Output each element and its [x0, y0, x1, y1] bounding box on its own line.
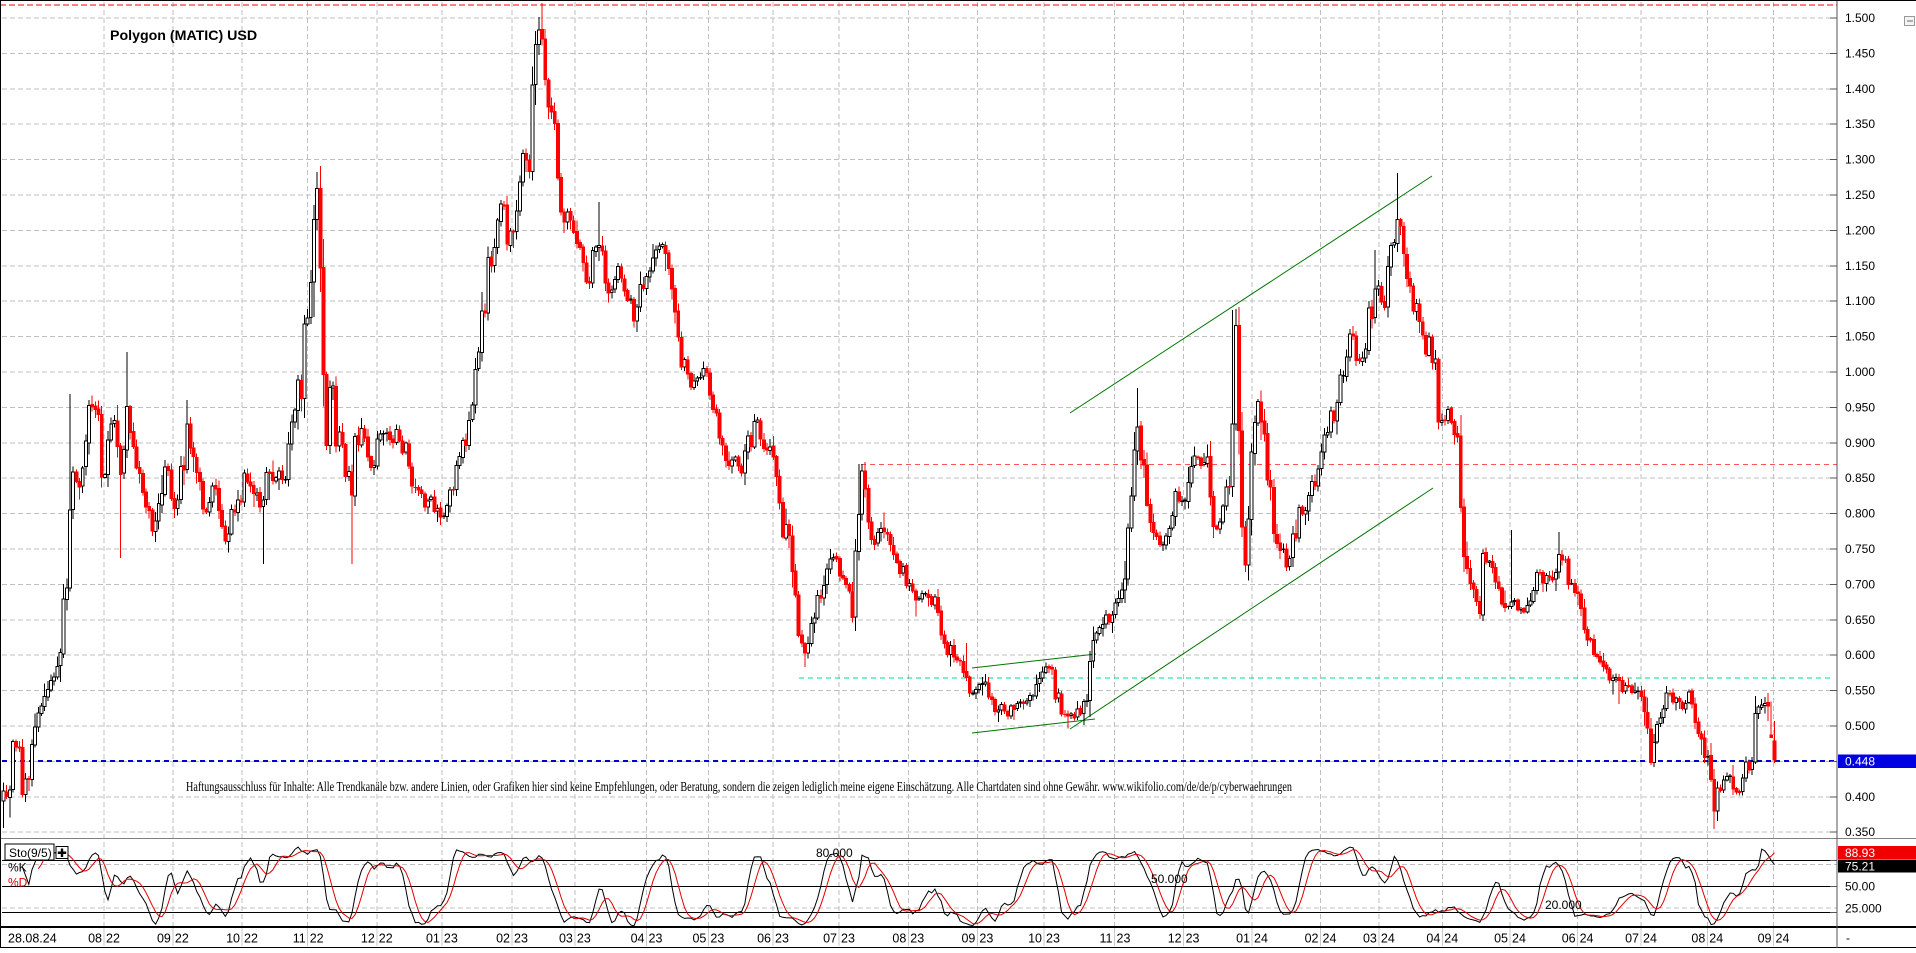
svg-text:0.750: 0.750 [1845, 542, 1875, 556]
svg-text:1.150: 1.150 [1845, 259, 1875, 273]
svg-text:23: 23 [1186, 932, 1200, 946]
svg-text:23: 23 [577, 932, 591, 946]
svg-text:50.000: 50.000 [1151, 872, 1188, 886]
svg-text:Haftungsausschluss für Inhalte: Haftungsausschluss für Inhalte: Alle Tre… [186, 779, 1292, 794]
svg-text:%K: %K [8, 861, 27, 875]
svg-text:20.000: 20.000 [1545, 898, 1582, 912]
svg-text:01: 01 [1236, 932, 1250, 946]
svg-text:22: 22 [379, 932, 393, 946]
svg-text:25.000: 25.000 [1845, 902, 1882, 916]
svg-text:0.850: 0.850 [1845, 471, 1875, 485]
svg-text:Polygon (MATIC) USD: Polygon (MATIC) USD [110, 28, 257, 44]
svg-text:24: 24 [1381, 932, 1395, 946]
svg-text:1.050: 1.050 [1845, 330, 1875, 344]
svg-text:0.550: 0.550 [1845, 684, 1875, 698]
svg-text:1.250: 1.250 [1845, 188, 1875, 202]
svg-text:1.350: 1.350 [1845, 117, 1875, 131]
svg-text:07: 07 [823, 932, 837, 946]
svg-text:22: 22 [175, 932, 189, 946]
svg-text:24: 24 [1444, 932, 1458, 946]
svg-text:24: 24 [1323, 932, 1337, 946]
svg-text:23: 23 [910, 932, 924, 946]
svg-text:12: 12 [1168, 932, 1182, 946]
svg-text:10: 10 [1028, 932, 1042, 946]
svg-text:0.800: 0.800 [1845, 507, 1875, 521]
svg-text:02: 02 [1305, 932, 1319, 946]
svg-text:24: 24 [1776, 932, 1790, 946]
svg-text:1.200: 1.200 [1845, 223, 1875, 237]
svg-text:22: 22 [106, 932, 120, 946]
svg-text:24: 24 [1709, 932, 1723, 946]
svg-text:24: 24 [1580, 932, 1594, 946]
svg-text:0.350: 0.350 [1845, 825, 1875, 839]
svg-text:08: 08 [892, 932, 906, 946]
svg-text:09: 09 [157, 932, 171, 946]
svg-text:%D: %D [8, 876, 28, 890]
svg-text:23: 23 [979, 932, 993, 946]
svg-text:03: 03 [1363, 932, 1377, 946]
svg-text:06: 06 [757, 932, 771, 946]
svg-text:75.21: 75.21 [1845, 860, 1875, 874]
svg-text:50.00: 50.00 [1845, 880, 1875, 894]
svg-text:0.650: 0.650 [1845, 613, 1875, 627]
svg-text:23: 23 [710, 932, 724, 946]
svg-text:0.400: 0.400 [1845, 790, 1875, 804]
svg-text:12: 12 [361, 932, 375, 946]
svg-text:23: 23 [1046, 932, 1060, 946]
svg-text:0.900: 0.900 [1845, 436, 1875, 450]
svg-text:08: 08 [1691, 932, 1705, 946]
svg-text:23: 23 [775, 932, 789, 946]
svg-text:23: 23 [841, 932, 855, 946]
svg-text:0.600: 0.600 [1845, 648, 1875, 662]
svg-text:80.000: 80.000 [816, 846, 853, 860]
svg-text:1.000: 1.000 [1845, 365, 1875, 379]
svg-text:0.500: 0.500 [1845, 719, 1875, 733]
svg-text:28.08.24: 28.08.24 [8, 932, 57, 946]
svg-text:24: 24 [1254, 932, 1268, 946]
svg-text:11: 11 [293, 932, 306, 946]
svg-text:0.950: 0.950 [1845, 400, 1875, 414]
svg-text:11: 11 [1100, 932, 1113, 946]
svg-text:0.448: 0.448 [1845, 755, 1875, 769]
svg-text:1.500: 1.500 [1845, 11, 1875, 25]
svg-text:24: 24 [1512, 932, 1526, 946]
svg-text:10: 10 [226, 932, 240, 946]
svg-text:01: 01 [426, 932, 440, 946]
svg-text:-: - [1846, 931, 1850, 945]
svg-text:02: 02 [496, 932, 510, 946]
svg-text:24: 24 [1643, 932, 1657, 946]
svg-text:08: 08 [88, 932, 102, 946]
svg-text:04: 04 [1426, 932, 1440, 946]
svg-text:Sto(9/5): Sto(9/5) [9, 846, 52, 860]
svg-text:23: 23 [514, 932, 528, 946]
svg-text:05: 05 [692, 932, 706, 946]
svg-text:06: 06 [1562, 932, 1576, 946]
svg-text:09: 09 [961, 932, 975, 946]
svg-text:1.300: 1.300 [1845, 153, 1875, 167]
svg-text:05: 05 [1494, 932, 1508, 946]
svg-text:1.100: 1.100 [1845, 294, 1875, 308]
svg-text:22: 22 [310, 932, 324, 946]
svg-text:1.400: 1.400 [1845, 82, 1875, 96]
svg-text:22: 22 [244, 932, 258, 946]
svg-text:09: 09 [1758, 932, 1772, 946]
svg-text:23: 23 [649, 932, 663, 946]
svg-text:07: 07 [1625, 932, 1639, 946]
svg-text:23: 23 [444, 932, 458, 946]
svg-text:1.450: 1.450 [1845, 46, 1875, 60]
svg-text:0.700: 0.700 [1845, 577, 1875, 591]
svg-text:88.93: 88.93 [1845, 846, 1875, 860]
svg-text:23: 23 [1117, 932, 1131, 946]
svg-text:04: 04 [631, 932, 645, 946]
svg-text:03: 03 [559, 932, 573, 946]
